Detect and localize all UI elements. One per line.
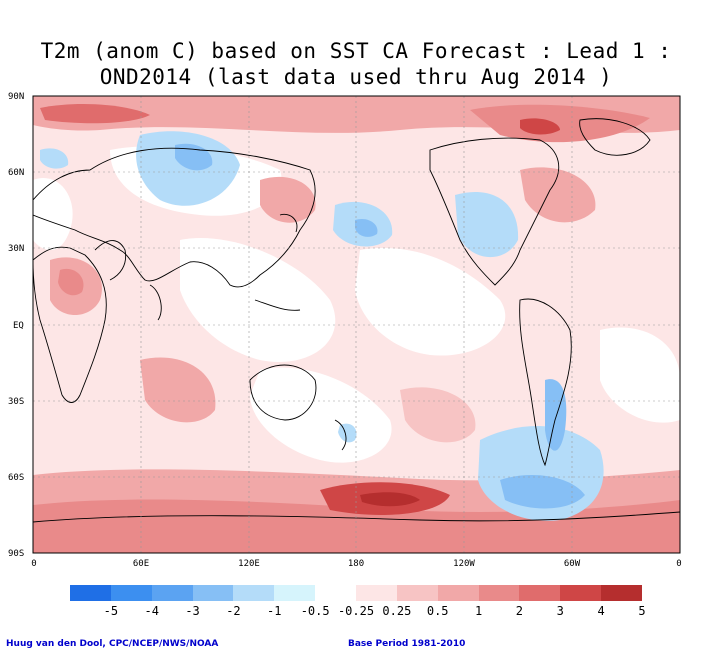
- antarctica-coast: [33, 511, 680, 523]
- color-swatch: [519, 585, 561, 601]
- lon-label: 60E: [133, 559, 149, 569]
- color-scale-label: -4: [144, 604, 159, 618]
- color-swatch: [356, 585, 397, 601]
- color-scale-bar: [70, 585, 643, 601]
- indian-ocean-warm: [140, 357, 216, 423]
- color-scale-label: -1: [267, 604, 282, 618]
- asia-warm: [260, 176, 316, 223]
- color-scale-label: 5: [638, 604, 646, 618]
- indonesia-coast: [254, 299, 301, 311]
- lon-label: 0: [676, 559, 681, 569]
- map-field: [33, 96, 680, 553]
- lat-label: 60N: [8, 168, 24, 178]
- eurasia-coast: [33, 147, 316, 288]
- color-scale-label: 0.5: [426, 604, 449, 618]
- australia-coast: [249, 364, 317, 421]
- color-scale-label: -2: [226, 604, 241, 618]
- color-swatch: [192, 585, 234, 601]
- color-swatch: [601, 585, 643, 601]
- color-scale-label: -3: [185, 604, 200, 618]
- n-america-coast: [429, 137, 560, 286]
- color-scale-label: 2: [515, 604, 524, 618]
- lat-label: 30N: [8, 244, 24, 254]
- ross-sea-warm-core: [360, 492, 420, 507]
- lon-label: 0: [31, 559, 36, 569]
- nz-cool: [338, 423, 357, 443]
- arabia-coast: [94, 240, 127, 281]
- patagonia-cool: [545, 379, 567, 451]
- color-swatch: [233, 585, 275, 601]
- color-swatch: [396, 585, 438, 601]
- india-coast: [149, 284, 162, 321]
- base-period: Base Period 1981-2010: [348, 639, 466, 649]
- graticule: [33, 96, 680, 553]
- white-patch: [33, 178, 73, 250]
- lon-label: 120W: [453, 559, 475, 569]
- color-scale-label: 4: [597, 604, 605, 618]
- lon-label: 120E: [238, 559, 260, 569]
- siberia-warm: [470, 104, 650, 143]
- color-scale-label: -0.5: [300, 604, 330, 618]
- coastlines: [33, 118, 680, 523]
- lat-axis: 90N 60N 30N EQ 30S 60S 90S: [8, 92, 24, 559]
- lon-label: 180: [348, 559, 364, 569]
- new-zealand-coast: [334, 419, 347, 451]
- author-credit: Huug van den Dool, CPC/NCEP/NWS/NOAA: [6, 639, 219, 649]
- n-pacific-cool-core: [355, 218, 378, 237]
- color-swatch: [560, 585, 602, 601]
- map-frame: [32, 95, 681, 554]
- weddell-cool: [500, 475, 585, 509]
- japan-coast: [279, 213, 298, 233]
- color-scale-label: 3: [556, 604, 564, 618]
- color-scale-label: -0.25: [337, 604, 375, 618]
- arctic-warm-core: [40, 104, 150, 124]
- color-swatch: [437, 585, 479, 601]
- siberia-warm-core: [520, 118, 560, 135]
- title-line-1: T2m (anom C) based on SST CA Forecast : …: [40, 39, 672, 63]
- s-america-coast: [519, 298, 572, 467]
- africa-warm-core: [58, 268, 84, 296]
- lat-label: 90N: [8, 92, 24, 102]
- color-scale-label: 1: [474, 604, 483, 618]
- lat-label: EQ: [13, 321, 24, 331]
- color-swatch: [274, 585, 316, 601]
- greenland-coast: [579, 118, 651, 156]
- n-america-warm: [520, 167, 596, 223]
- color-scale-label: 0.25: [382, 604, 412, 618]
- title-line-2: OND2014 (last data used thru Aug 2014 ): [99, 65, 613, 89]
- color-swatch: [478, 585, 520, 601]
- color-swatch: [110, 585, 152, 601]
- n-atlantic-cool: [40, 148, 69, 169]
- white-patch: [180, 238, 336, 362]
- lat-label: 60S: [8, 473, 24, 483]
- color-swatch: [70, 585, 111, 601]
- chart-title: T2m (anom C) based on SST CA Forecast : …: [0, 38, 712, 90]
- africa-coast: [33, 246, 107, 403]
- lon-axis: 0 60E 120E 180 120W 60W 0: [31, 559, 681, 569]
- n-america-cool: [455, 192, 519, 258]
- white-patch: [600, 327, 680, 423]
- lat-label: 30S: [8, 397, 24, 407]
- color-swatch: [151, 585, 193, 601]
- color-scale-label: -5: [103, 604, 119, 618]
- white-patch: [355, 248, 506, 356]
- color-swatch: [315, 585, 357, 601]
- lat-label: 90S: [8, 549, 24, 559]
- lon-label: 60W: [564, 559, 581, 569]
